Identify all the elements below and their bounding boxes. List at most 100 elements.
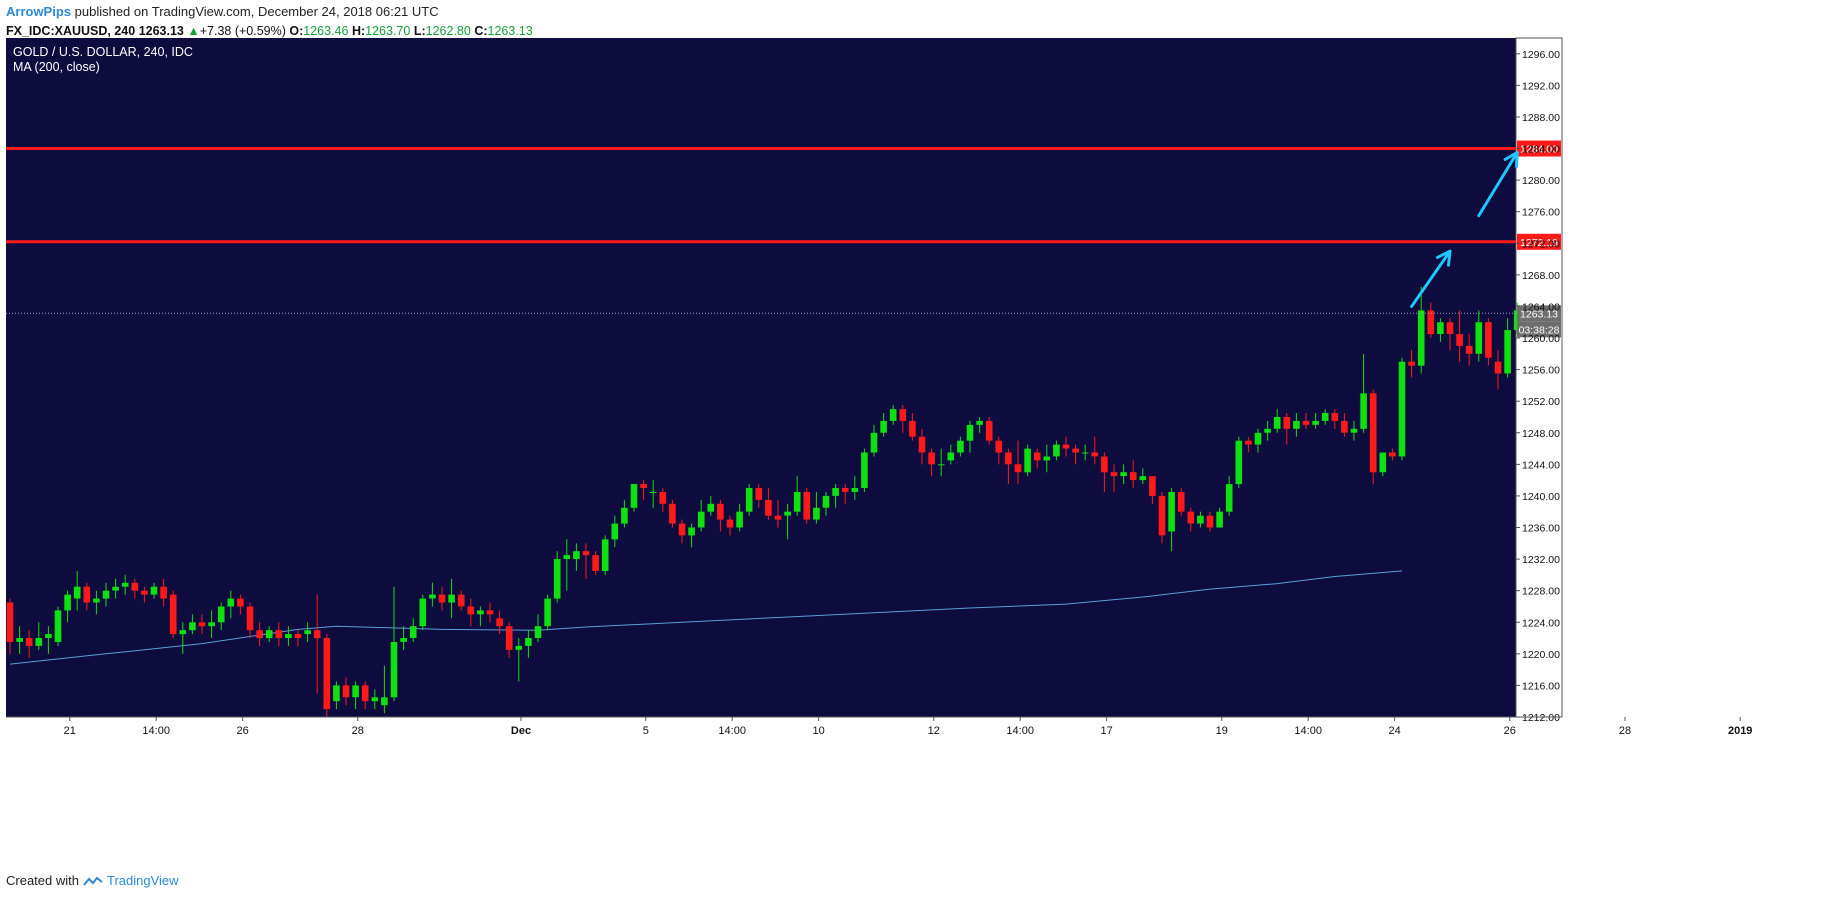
candle-body [1321, 413, 1329, 421]
y-axis-labels: 1296.00 1292.00 1288.00 1284.00 1280.00 1276.… [1516, 49, 1560, 724]
candle-body [582, 551, 590, 556]
candle [1014, 440, 1022, 485]
candle [1110, 464, 1118, 492]
candle-body [1254, 432, 1262, 445]
candle [438, 586, 446, 611]
candle-body [995, 440, 1003, 453]
y-tick-label: 1276.00 [1522, 207, 1560, 219]
author-link[interactable]: ArrowPips [6, 4, 72, 19]
candle [515, 638, 523, 682]
candle [25, 630, 33, 658]
candle-body [1235, 440, 1243, 485]
candle [553, 551, 561, 603]
candle [688, 523, 695, 548]
change-value: +7.38 (+0.59%) [199, 24, 286, 38]
candle [467, 598, 475, 627]
low-value: 1262.80 [425, 24, 471, 38]
x-tick-label: 24 [1388, 725, 1400, 737]
candle-body [784, 511, 791, 516]
arrow-head [1503, 150, 1519, 168]
candle-body [112, 586, 119, 591]
candle-body [889, 409, 897, 421]
last-price: 1263.13 [138, 24, 184, 38]
candle [832, 484, 839, 508]
candle [1149, 476, 1156, 504]
candle-body [371, 697, 379, 702]
candle [198, 614, 206, 635]
candle [121, 574, 129, 595]
candle-body [832, 488, 839, 496]
candle-body [1331, 413, 1339, 421]
candle-body [342, 685, 350, 698]
candle-body [726, 519, 734, 528]
candle-body [592, 555, 599, 571]
candle [1321, 409, 1329, 425]
candle [1072, 444, 1079, 465]
candle-body [669, 503, 676, 524]
candle [1302, 413, 1310, 429]
candle [1485, 318, 1492, 366]
x-tick-label: 21 [64, 725, 76, 737]
candle [131, 578, 139, 599]
candle [381, 665, 388, 714]
candle [1504, 318, 1511, 378]
candle-body [659, 492, 667, 504]
candle [1187, 507, 1195, 532]
candle-body [294, 634, 302, 638]
candle-body [1264, 428, 1271, 433]
countdown-tag [1517, 321, 1561, 338]
candle-body [179, 630, 187, 635]
candle [601, 535, 609, 575]
candle [1168, 488, 1175, 552]
x-tick-label: 14:00 [1006, 725, 1034, 737]
arrow-layer [1410, 150, 1519, 308]
x-tick-label: 14:00 [142, 725, 170, 737]
candle-body [1341, 420, 1348, 433]
candle [304, 622, 311, 642]
y-tick-label: 1296.00 [1522, 49, 1560, 61]
candle-body [189, 622, 196, 631]
candle [909, 413, 916, 441]
close-label: C: [474, 24, 488, 38]
candle-body [649, 492, 657, 493]
plot-area[interactable] [6, 38, 1516, 717]
indicator-label[interactable]: MA (200, close) [13, 60, 100, 74]
candle-body [573, 551, 580, 560]
current-price-tag [1517, 305, 1561, 322]
candle-body [448, 594, 455, 603]
tradingview-link[interactable]: TradingView [106, 873, 179, 888]
x-tick-label: 28 [1619, 725, 1631, 737]
candle-body [429, 594, 436, 599]
level-price-tag [1517, 140, 1561, 157]
x-tick-label: 17 [1100, 725, 1112, 737]
candle [179, 622, 187, 654]
candle [1091, 436, 1099, 465]
low-label: L: [413, 24, 426, 38]
candle-body [1014, 464, 1022, 473]
candle-body [918, 436, 926, 453]
candle [1465, 334, 1473, 366]
x-axis-labels: 21 14:00 26 28 Dec 5 14:00 10 12 14:00 17 19 14:00 24… [64, 717, 1752, 737]
x-tick-label: 19 [1216, 725, 1228, 737]
x-tick-label: 2019 [1728, 725, 1752, 737]
candle-body [1389, 452, 1396, 457]
candle [544, 594, 551, 631]
candle-body [275, 630, 283, 639]
candle [35, 622, 43, 650]
candle [1177, 488, 1185, 516]
arrow-shaft [1477, 150, 1519, 218]
candle-body [553, 559, 561, 599]
candle [563, 539, 571, 591]
price-axis[interactable] [1515, 37, 1563, 718]
candle [928, 448, 935, 477]
candle [486, 602, 494, 623]
candle [793, 476, 801, 516]
candle-body [1062, 444, 1070, 449]
candle-body [515, 645, 523, 650]
candle [1005, 448, 1012, 485]
candle-body [1379, 452, 1387, 473]
candle [409, 618, 417, 642]
candle-body [1437, 322, 1444, 334]
candle-body [1216, 511, 1223, 528]
